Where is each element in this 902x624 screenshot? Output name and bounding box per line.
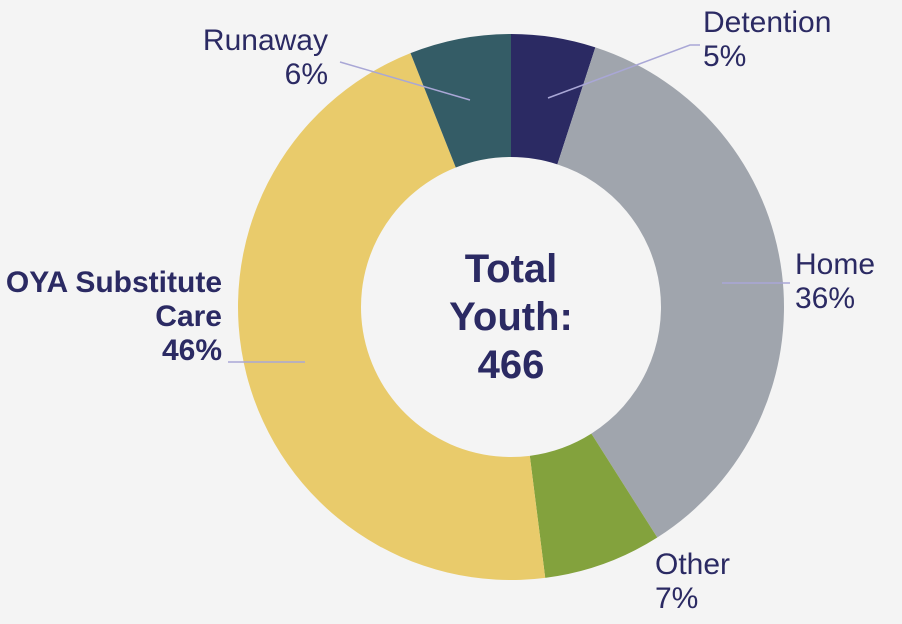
center-text: Total Youth: (449, 247, 573, 339)
center-label: Total Youth: 466 (411, 245, 611, 389)
slice (529, 433, 658, 578)
value-label: 7% (655, 582, 699, 615)
category-label: OYA Substitute Care (5, 266, 222, 333)
category-label: Runaway (202, 24, 328, 57)
slice-label: OYA Substitute Care 46% (0, 266, 222, 368)
value-label: 6% (284, 58, 328, 91)
center-total: 466 (477, 343, 545, 387)
value-label: 5% (703, 40, 747, 73)
slice (557, 47, 784, 538)
slice-label: Other 7% (655, 548, 775, 616)
leader-line (339, 61, 471, 101)
slice-label: Home 36% (795, 248, 902, 316)
leader-line (547, 44, 700, 99)
category-label: Home (795, 248, 876, 281)
category-label: Detention (703, 6, 832, 39)
slice (410, 34, 511, 168)
slice-label: Detention 5% (703, 6, 902, 74)
slice-label: Runaway 6% (128, 24, 328, 92)
slice (238, 53, 546, 580)
value-label: 46% (161, 334, 222, 367)
category-label: Other (655, 548, 731, 581)
value-label: 36% (795, 282, 856, 315)
slice (511, 34, 596, 165)
